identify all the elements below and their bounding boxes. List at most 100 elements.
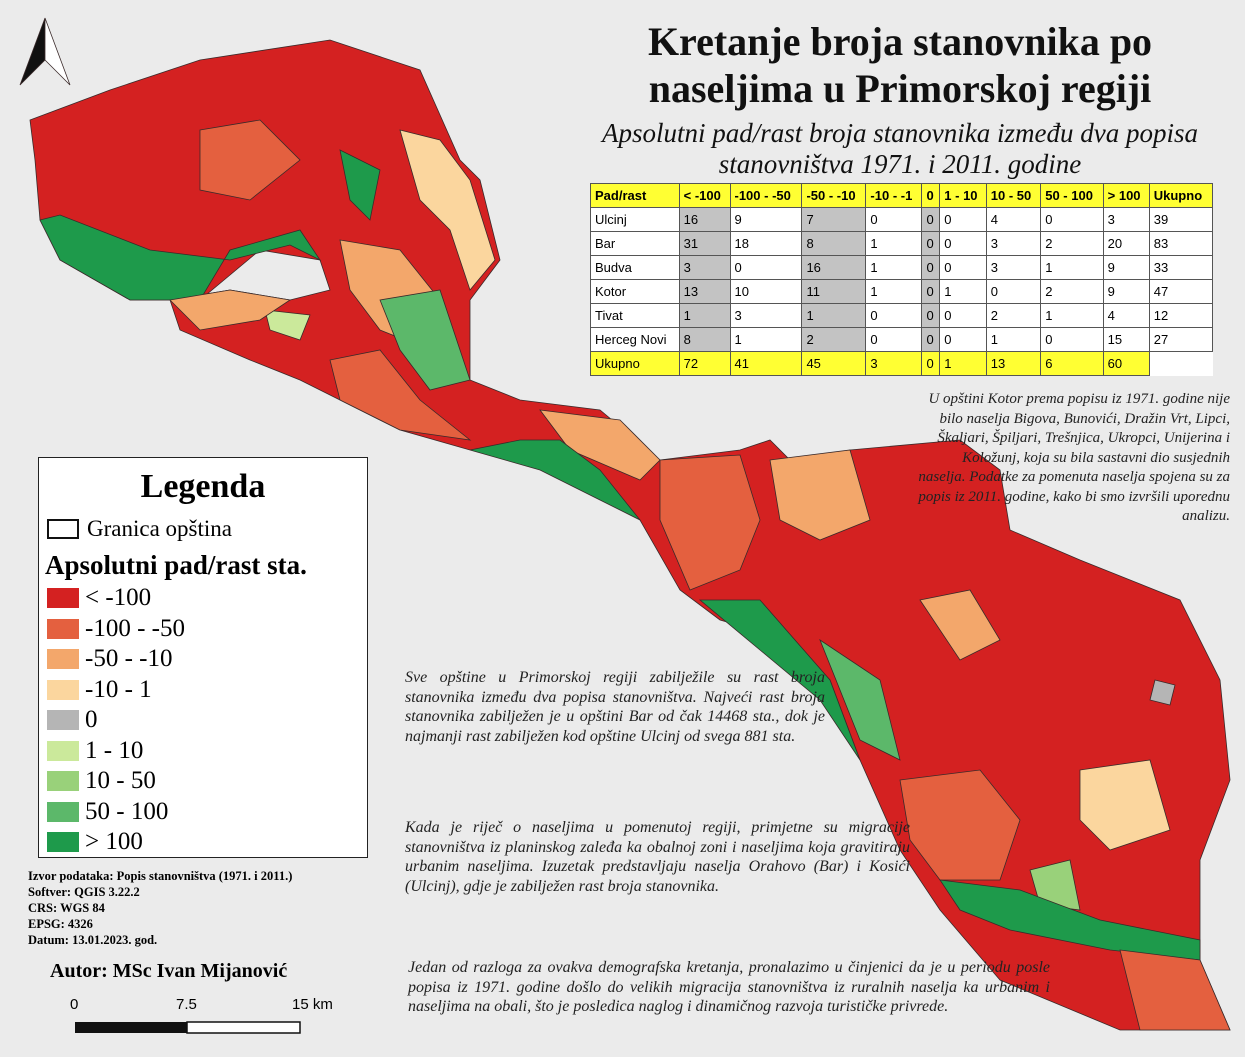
scale-bar-black — [75, 1022, 187, 1033]
table-cell: Bar — [590, 231, 680, 256]
table-row: Kotor 13 10 11 1 0 1 0 2 9 47 — [590, 279, 1214, 304]
region — [264, 309, 311, 341]
paragraph: Kada je riječ o naseljima u pomenutoj re… — [405, 819, 910, 895]
table-cell: 7 — [801, 207, 867, 232]
table-cell: 0 — [939, 327, 987, 352]
table-cell: 1 - 10 — [939, 183, 987, 208]
table-cell: 3 — [729, 303, 803, 328]
table-cell: 47 — [1148, 279, 1214, 304]
table-cell: < -100 — [678, 183, 731, 208]
paragraph: Sve opštine u Primorskoj regiji zabiljež… — [405, 669, 825, 745]
source-line: Datum: 13.01.2023. god. — [28, 933, 158, 947]
region — [1149, 679, 1176, 706]
table-cell: 16 — [801, 255, 867, 280]
author: Autor: MSc Ivan Mijanović — [50, 960, 288, 982]
table-cell: 1 — [1040, 255, 1104, 280]
legend-label: -10 - 1 — [85, 675, 152, 703]
legend-swatch — [47, 832, 79, 853]
legend-label: < -100 — [85, 584, 152, 612]
table-cell: 0 — [921, 207, 941, 232]
table-cell: Budva — [590, 255, 680, 280]
title: Kretanje broja stanovnika po naseljima u… — [647, 19, 1153, 111]
source-line: EPSG: 4326 — [28, 917, 93, 931]
scale-bar-white — [186, 1021, 301, 1034]
legend-boundary: Granica opština — [47, 516, 367, 542]
table-row: Herceg Novi 8 1 2 0 0 0 1 0 15 27 — [590, 327, 1214, 352]
legend-item: > 100 — [47, 827, 367, 858]
table-cell: 8 — [801, 231, 867, 256]
region — [769, 449, 871, 541]
legend-item: 10 - 50 — [47, 766, 367, 797]
table-cell: 12 — [1148, 303, 1214, 328]
scale-label: 7.5 — [176, 996, 197, 1013]
table-cell: 1 — [939, 351, 987, 376]
table-cell: 1 — [985, 327, 1042, 352]
region — [169, 289, 292, 331]
table-cell: 20 — [1102, 231, 1150, 256]
table-row: Bar 31 18 8 1 0 0 3 2 20 83 — [590, 231, 1214, 256]
table-cell: 15 — [1102, 327, 1150, 352]
region — [1119, 949, 1231, 1031]
legend-label: 10 - 50 — [85, 767, 156, 795]
legend-label: -100 - -50 — [85, 614, 185, 642]
legend-label: -50 - -10 — [85, 645, 173, 673]
legend-swatch — [47, 679, 79, 700]
region — [399, 129, 496, 291]
legend-swatch — [47, 710, 79, 731]
table-cell: 83 — [1148, 231, 1214, 256]
table-cell: 1 — [939, 279, 987, 304]
table-cell: 9 — [729, 207, 803, 232]
legend-swatch — [47, 771, 79, 792]
table-cell: > 100 — [1102, 183, 1150, 208]
table-cell: 0 — [729, 255, 803, 280]
table-cell: 18 — [729, 231, 803, 256]
table-row: Ulcinj 16 9 7 0 0 0 4 0 3 39 — [590, 207, 1214, 232]
region — [698, 599, 861, 761]
legend-item: < -100 — [47, 583, 367, 614]
table-cell: 0 — [921, 255, 941, 280]
source-line: Izvor podataka: Popis stanovništva (1971… — [28, 869, 293, 883]
legend: Legenda Granica opština Apsolutni pad/ra… — [38, 457, 368, 858]
table-cell: 8 — [678, 327, 731, 352]
table-cell: 0 — [921, 351, 941, 376]
region — [339, 149, 381, 221]
legend-label: 1 - 10 — [85, 736, 144, 764]
table-cell: 0 — [939, 255, 987, 280]
table-cell: -10 - -1 — [865, 183, 923, 208]
table-cell: 0 — [865, 303, 923, 328]
region — [919, 589, 1001, 661]
table-cell: 50 - 100 — [1040, 183, 1104, 208]
legend-swatch — [47, 740, 79, 761]
source-line: Softver: QGIS 3.22.2 — [28, 885, 140, 899]
table-cell: 13 — [678, 279, 731, 304]
table-row: Ukupno 72 41 45 3 0 1 13 6 60 — [590, 351, 1213, 376]
table-cell: 0 — [1040, 207, 1104, 232]
table-cell: 11 — [801, 279, 867, 304]
source-line: CRS: WGS 84 — [28, 901, 105, 915]
table-cell: 16 — [678, 207, 731, 232]
north-arrow — [19, 17, 71, 86]
table-cell: Ulcinj — [590, 207, 680, 232]
legend-item: 1 - 10 — [47, 736, 367, 767]
data-table: Pad/rast < -100 -100 - -50 -50 - -10 -10 - -… — [590, 183, 1214, 376]
region — [469, 439, 641, 521]
table-cell: 0 — [921, 279, 941, 304]
table-row: Budva 3 0 16 1 0 0 3 1 9 33 — [590, 255, 1214, 280]
table-cell: 1 — [1040, 303, 1104, 328]
legend-item: -100 - -50 — [47, 614, 367, 645]
table-cell: 0 — [921, 183, 941, 208]
north-arrow-right — [44, 17, 71, 86]
region — [1029, 859, 1081, 911]
table-cell: 1 — [865, 255, 923, 280]
legend-item: 50 - 100 — [47, 797, 367, 828]
table-cell: 27 — [1148, 327, 1214, 352]
table-cell: Ukupno — [1148, 183, 1214, 208]
region — [379, 289, 471, 391]
region — [899, 769, 1021, 881]
table-cell: 2 — [1040, 279, 1104, 304]
table-cell: 13 — [985, 351, 1042, 376]
region — [39, 214, 322, 301]
table-cell: 10 - 50 — [985, 183, 1042, 208]
